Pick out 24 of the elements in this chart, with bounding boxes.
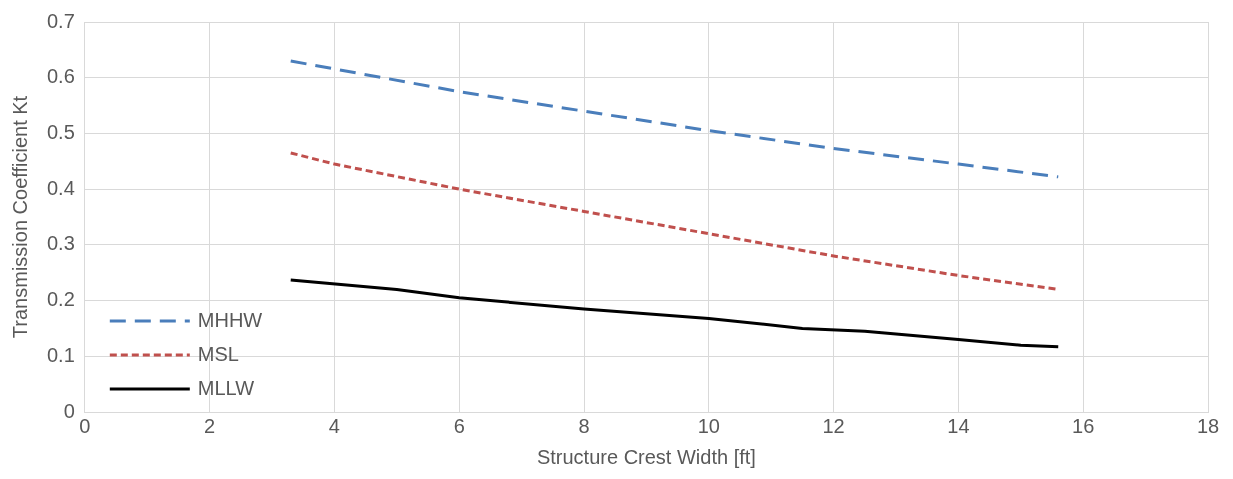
x-tick-label: 16 — [1072, 414, 1095, 437]
y-tick-label: 0.3 — [46, 232, 75, 255]
x-tick-label: 12 — [822, 414, 845, 437]
y-tick-label: 0.1 — [46, 343, 75, 366]
y-tick-label: 0.7 — [46, 9, 75, 32]
y-tick-label: 0.2 — [46, 288, 75, 311]
x-tick-label: 8 — [578, 414, 590, 437]
x-tick-label: 4 — [328, 414, 340, 437]
x-tick-label: 10 — [697, 414, 720, 437]
x-tick-label: 18 — [1196, 414, 1220, 437]
y-tick-label: 0.5 — [46, 120, 75, 143]
y-tick-label: 0 — [63, 399, 75, 422]
x-tick-label: 6 — [453, 414, 465, 437]
x-tick-label: 0 — [79, 414, 91, 437]
y-tick-label: 0.6 — [46, 65, 75, 88]
legend-label: MHHW — [197, 308, 263, 331]
y-tick-label: 0.4 — [46, 176, 75, 199]
legend-label: MSL — [197, 342, 239, 365]
line-series — [289, 59, 1060, 179]
x-tick-label: 2 — [204, 414, 216, 437]
legend-label: MLLW — [197, 376, 255, 399]
y-axis-title: Transmission Coefficient Kt — [8, 95, 31, 339]
x-tick-label: 14 — [947, 414, 970, 437]
x-axis-title: Structure Crest Width [ft] — [536, 445, 756, 468]
